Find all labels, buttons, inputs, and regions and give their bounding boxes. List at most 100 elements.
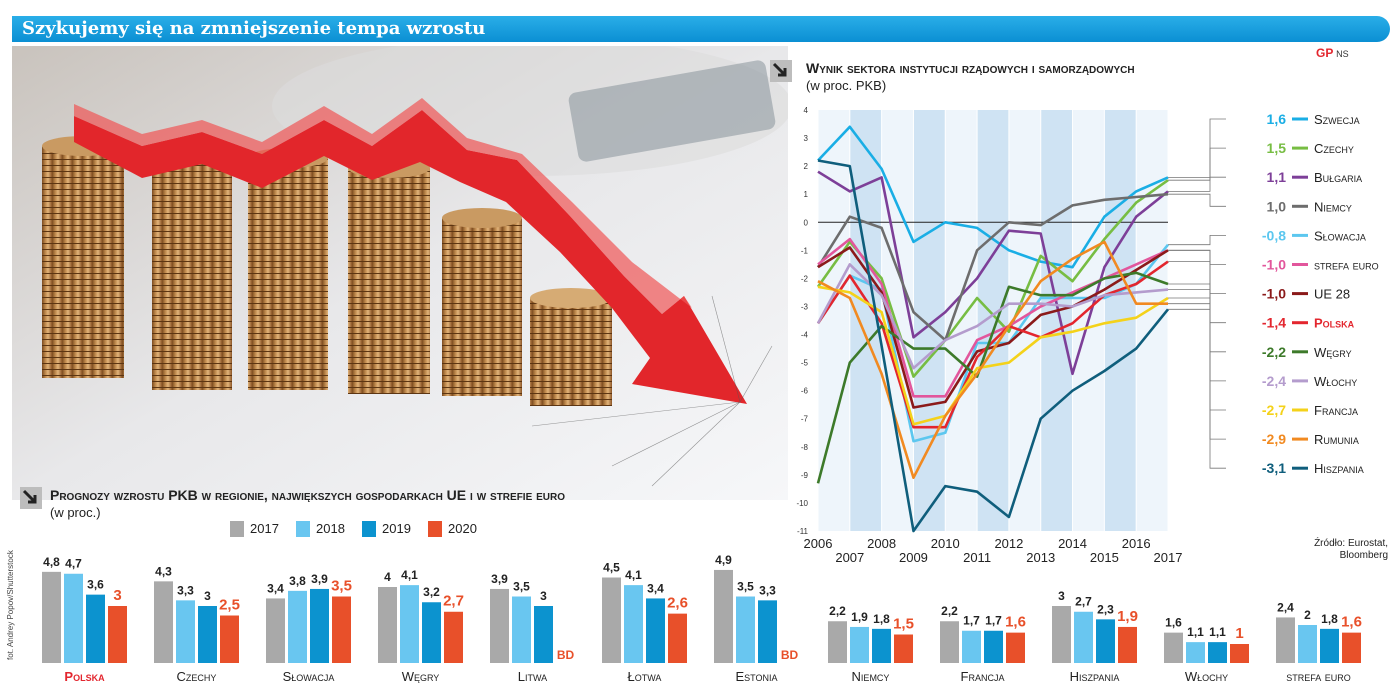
series-end-value: -0,8 — [1262, 227, 1286, 243]
bar-value-label: 3,5 — [513, 580, 530, 594]
bar — [1208, 642, 1227, 663]
leader-line — [1168, 234, 1226, 246]
bar-group: 1,6 1,1 1,1 1 Włochy — [1164, 616, 1249, 684]
bar-value-label: 3,5 — [737, 580, 754, 594]
bar — [1096, 619, 1115, 663]
bar-top — [962, 627, 981, 631]
bar-value-label: 3,5 — [331, 578, 352, 595]
bar-value-label: 3,9 — [311, 572, 328, 586]
bar-na-label: BD — [557, 648, 575, 662]
bar-value-label: 3,9 — [491, 572, 508, 586]
banner-bar — [12, 16, 1390, 42]
bar-value-label: 3,3 — [759, 583, 776, 597]
bar — [736, 596, 755, 663]
bar-group: 4 4,1 3,22,7 Węgry — [378, 568, 464, 684]
y-tick-label: -8 — [801, 443, 809, 452]
leader-line — [1168, 147, 1226, 181]
bar-top — [310, 585, 329, 589]
photo-credit: fot. Andrey Popov/Shutterstock — [6, 550, 15, 660]
bar-value-label: 3,4 — [267, 581, 284, 595]
line-chart-title: Wynik sektora instytucji rządowych i sam… — [806, 60, 1135, 76]
bar — [332, 596, 351, 663]
bar — [940, 621, 959, 663]
bar — [668, 613, 687, 663]
series-name: Polska — [1314, 316, 1355, 331]
bar — [1186, 642, 1205, 663]
bar-value-label: 3,3 — [177, 583, 194, 597]
bar-value-label: 1 — [1235, 625, 1243, 642]
legend-label: 2018 — [316, 521, 345, 536]
series-line — [816, 192, 1169, 342]
series-name: strefa euro — [1314, 258, 1379, 273]
series-name: Czechy — [1314, 141, 1354, 156]
bar-top — [602, 574, 621, 578]
bar-top — [1118, 623, 1137, 627]
bar — [266, 598, 285, 663]
bar-value-label: 2,5 — [219, 597, 240, 614]
series-end-value: -2,7 — [1262, 402, 1286, 418]
bar-top — [1230, 641, 1249, 644]
bar-top — [736, 593, 755, 597]
bar-value-label: 2,7 — [1075, 595, 1092, 609]
bar-group-name: Łotwa — [628, 669, 662, 684]
bar-top — [758, 597, 777, 601]
bar — [220, 615, 239, 663]
leader-line — [1168, 308, 1226, 469]
bar-top — [872, 625, 891, 629]
bar — [1342, 632, 1361, 663]
bar-group-name: strefa euro — [1286, 669, 1351, 684]
series-line — [816, 271, 1169, 484]
bar-top — [668, 610, 687, 614]
bar-group: 4,8 4,7 3,6 3 Polska — [42, 555, 127, 684]
bar-top — [422, 599, 441, 603]
series-line — [816, 263, 1169, 370]
series-name: UE 28 — [1314, 287, 1350, 302]
bar-value-label: 3 — [540, 589, 547, 603]
leader-line — [1168, 249, 1226, 295]
series-line — [817, 240, 1168, 479]
bar-top — [332, 593, 351, 597]
bar-top — [64, 570, 83, 574]
x-tick-label: 2007 — [835, 550, 864, 565]
series-end-value: 1,6 — [1267, 111, 1287, 127]
bar-chart-subtitle: (w proc.) — [50, 505, 101, 520]
bar — [894, 634, 913, 663]
bar — [962, 630, 981, 663]
bar-value-label: 1,6 — [1005, 614, 1026, 631]
bar — [850, 626, 869, 663]
y-tick-label: 0 — [804, 218, 809, 227]
bar — [872, 628, 891, 663]
bar-group-name: Polska — [64, 669, 105, 684]
bar — [1230, 644, 1249, 663]
year-band — [977, 110, 1009, 531]
series-end-value: -2,4 — [1262, 373, 1286, 389]
bar — [154, 581, 173, 663]
bar — [1164, 632, 1183, 663]
bar-value-label: 1,9 — [1117, 608, 1138, 625]
y-tick-label: 1 — [804, 190, 809, 199]
y-tick-label: 4 — [804, 106, 809, 115]
series-line — [817, 170, 1169, 376]
bar-top — [288, 587, 307, 591]
bar — [1074, 611, 1093, 663]
bar — [176, 600, 195, 663]
bar-group-name: Czechy — [177, 669, 217, 684]
bar — [1118, 626, 1137, 663]
bar-top — [624, 582, 643, 586]
legend-label: 2020 — [448, 521, 477, 536]
bar-top — [1298, 622, 1317, 625]
series-line — [817, 125, 1169, 269]
bar-value-label: 1,8 — [873, 612, 890, 626]
bar-value-label: 2,6 — [667, 595, 688, 612]
bar-group: 4,5 4,1 3,42,6 Łotwa — [602, 561, 688, 684]
x-tick-label: 2015 — [1090, 550, 1119, 565]
bar-top — [828, 618, 847, 622]
bar-top — [220, 612, 239, 616]
bar-na-label: BD — [781, 648, 799, 662]
bar — [198, 606, 217, 663]
bar-top — [512, 593, 531, 597]
bar — [714, 569, 733, 663]
bar-value-label: 1,9 — [851, 610, 868, 624]
